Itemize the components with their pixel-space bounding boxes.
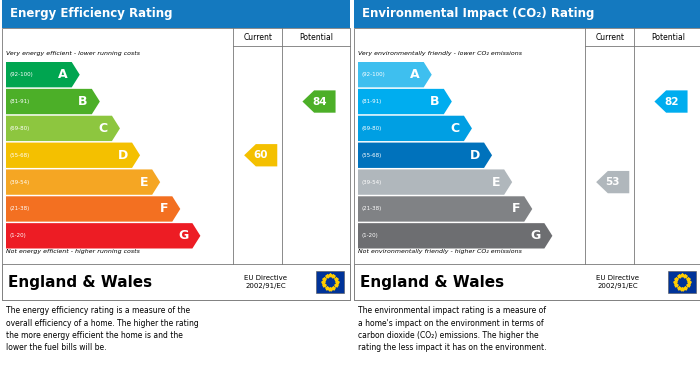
Text: Current: Current — [595, 32, 624, 41]
Text: (39-54): (39-54) — [10, 179, 30, 185]
Bar — [2, 264, 350, 300]
Text: G: G — [178, 229, 188, 242]
Text: Energy Efficiency Rating: Energy Efficiency Rating — [10, 7, 172, 20]
Text: Very energy efficient - lower running costs: Very energy efficient - lower running co… — [6, 52, 140, 57]
Text: Very environmentally friendly - lower CO₂ emissions: Very environmentally friendly - lower CO… — [358, 52, 522, 57]
Text: (92-100): (92-100) — [362, 72, 386, 77]
Polygon shape — [358, 223, 552, 249]
Text: (92-100): (92-100) — [10, 72, 34, 77]
Bar — [2, 0, 350, 28]
Text: (21-38): (21-38) — [10, 206, 30, 212]
Text: A: A — [410, 68, 420, 81]
Text: F: F — [160, 203, 168, 215]
Polygon shape — [6, 196, 181, 222]
Text: The energy efficiency rating is a measure of the
overall efficiency of a home. T: The energy efficiency rating is a measur… — [6, 306, 199, 353]
Text: (55-68): (55-68) — [10, 153, 30, 158]
Text: B: B — [78, 95, 88, 108]
Text: D: D — [470, 149, 480, 162]
Text: 84: 84 — [312, 97, 326, 106]
Polygon shape — [358, 143, 492, 168]
Bar — [354, 28, 700, 300]
Polygon shape — [6, 116, 120, 141]
Text: (81-91): (81-91) — [362, 99, 382, 104]
Bar — [668, 271, 696, 293]
Text: (69-80): (69-80) — [362, 126, 382, 131]
Text: C: C — [451, 122, 460, 135]
Polygon shape — [6, 223, 200, 249]
Text: Potential: Potential — [299, 32, 333, 41]
Polygon shape — [358, 62, 432, 87]
Text: 53: 53 — [606, 177, 620, 187]
Bar — [354, 0, 700, 28]
Text: Environmental Impact (CO₂) Rating: Environmental Impact (CO₂) Rating — [362, 7, 594, 20]
Text: England & Wales: England & Wales — [8, 274, 152, 289]
Text: E: E — [491, 176, 500, 188]
Text: C: C — [99, 122, 108, 135]
Text: A: A — [58, 68, 68, 81]
Text: B: B — [430, 95, 440, 108]
Text: England & Wales: England & Wales — [360, 274, 504, 289]
Polygon shape — [6, 89, 100, 114]
Text: Potential: Potential — [651, 32, 685, 41]
Bar — [316, 271, 344, 293]
Text: EU Directive
2002/91/EC: EU Directive 2002/91/EC — [596, 275, 639, 289]
Bar — [354, 264, 700, 300]
Text: (21-38): (21-38) — [362, 206, 382, 212]
Text: 82: 82 — [664, 97, 678, 106]
Polygon shape — [6, 62, 80, 87]
Text: Current: Current — [244, 32, 272, 41]
Text: D: D — [118, 149, 128, 162]
Text: (69-80): (69-80) — [10, 126, 30, 131]
Text: G: G — [530, 229, 540, 242]
Polygon shape — [6, 143, 140, 168]
Polygon shape — [358, 116, 472, 141]
Text: EU Directive
2002/91/EC: EU Directive 2002/91/EC — [244, 275, 287, 289]
Text: Not energy efficient - higher running costs: Not energy efficient - higher running co… — [6, 249, 140, 255]
Bar — [2, 28, 350, 300]
Polygon shape — [244, 144, 277, 167]
Text: (81-91): (81-91) — [10, 99, 30, 104]
Text: (55-68): (55-68) — [362, 153, 382, 158]
Polygon shape — [358, 196, 532, 222]
Text: E: E — [140, 176, 148, 188]
Text: (39-54): (39-54) — [362, 179, 382, 185]
Text: F: F — [512, 203, 520, 215]
Text: The environmental impact rating is a measure of
a home's impact on the environme: The environmental impact rating is a mea… — [358, 306, 547, 353]
Polygon shape — [596, 171, 629, 193]
Text: (1-20): (1-20) — [362, 233, 379, 239]
Text: Not environmentally friendly - higher CO₂ emissions: Not environmentally friendly - higher CO… — [358, 249, 522, 255]
Polygon shape — [302, 90, 335, 113]
Polygon shape — [6, 169, 160, 195]
Polygon shape — [358, 169, 512, 195]
Text: 60: 60 — [253, 150, 268, 160]
Text: (1-20): (1-20) — [10, 233, 27, 239]
Polygon shape — [358, 89, 452, 114]
Polygon shape — [654, 90, 687, 113]
